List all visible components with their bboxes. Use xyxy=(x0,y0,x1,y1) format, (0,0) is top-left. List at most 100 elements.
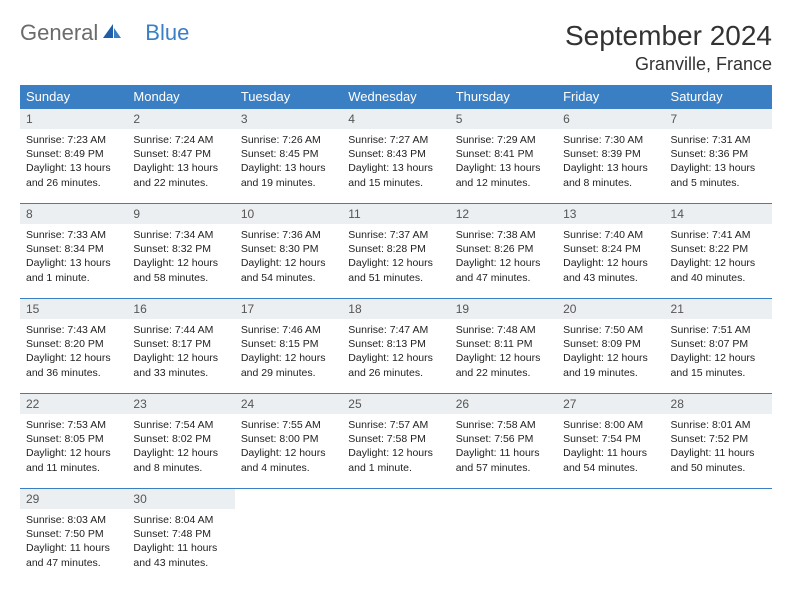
sunset-text: Sunset: 8:13 PM xyxy=(348,337,443,351)
weekday-header: Friday xyxy=(557,85,664,109)
sunset-text: Sunset: 8:00 PM xyxy=(241,432,336,446)
content-row: Sunrise: 7:53 AMSunset: 8:05 PM Daylight:… xyxy=(20,414,772,489)
day-content-cell: Sunrise: 7:27 AMSunset: 8:43 PMDaylight:… xyxy=(342,129,449,204)
day-content-cell: Sunrise: 7:26 AMSunset: 8:45 PMDaylight:… xyxy=(235,129,342,204)
sunset-text: Sunset: 8:07 PM xyxy=(671,337,766,351)
content-row: Sunrise: 7:33 AMSunset: 8:34 PMDaylight:… xyxy=(20,224,772,299)
day-number-cell: 28 xyxy=(665,394,772,415)
day-content-cell: Sunrise: 7:33 AMSunset: 8:34 PMDaylight:… xyxy=(20,224,127,299)
sunrise-text: Sunrise: 7:41 AM xyxy=(671,228,766,242)
sunset-text: Sunset: 8:43 PM xyxy=(348,147,443,161)
daylight-text: Daylight: 13 hours and 15 minutes. xyxy=(348,161,443,189)
day-number-cell xyxy=(557,489,664,510)
sunrise-text: Sunrise: 7:30 AM xyxy=(563,133,658,147)
sunset-text: Sunset: 8:36 PM xyxy=(671,147,766,161)
daynum-row: 15161718192021 xyxy=(20,299,772,320)
daylight-text: Daylight: 12 hours and 54 minutes. xyxy=(241,256,336,284)
day-number-cell: 1 xyxy=(20,109,127,130)
daynum-row: 2930 xyxy=(20,489,772,510)
sunset-text: Sunset: 8:34 PM xyxy=(26,242,121,256)
daylight-text: Daylight: 12 hours and 58 minutes. xyxy=(133,256,228,284)
day-content-cell: Sunrise: 7:41 AMSunset: 8:22 PMDaylight:… xyxy=(665,224,772,299)
weekday-header: Monday xyxy=(127,85,234,109)
daynum-row: 891011121314 xyxy=(20,204,772,225)
day-number-cell: 26 xyxy=(450,394,557,415)
daylight-text: Daylight: 12 hours and 4 minutes. xyxy=(241,446,336,474)
weekday-header: Sunday xyxy=(20,85,127,109)
day-content-cell: Sunrise: 7:58 AMSunset: 7:56 PMDaylight:… xyxy=(450,414,557,489)
content-row: Sunrise: 7:43 AMSunset: 8:20 PMDaylight:… xyxy=(20,319,772,394)
day-number-cell: 24 xyxy=(235,394,342,415)
day-number-cell xyxy=(665,489,772,510)
day-content-cell: Sunrise: 7:57 AMSunset: 7:58 PMDaylight:… xyxy=(342,414,449,489)
sunset-text: Sunset: 7:58 PM xyxy=(348,432,443,446)
day-content-cell: Sunrise: 8:03 AMSunset: 7:50 PMDaylight:… xyxy=(20,509,127,583)
day-content-cell: Sunrise: 7:46 AMSunset: 8:15 PMDaylight:… xyxy=(235,319,342,394)
daylight-text: Daylight: 12 hours and 29 minutes. xyxy=(241,351,336,379)
weekday-header: Saturday xyxy=(665,85,772,109)
day-content-cell: Sunrise: 7:47 AMSunset: 8:13 PMDaylight:… xyxy=(342,319,449,394)
sunrise-text: Sunrise: 7:33 AM xyxy=(26,228,121,242)
sunset-text: Sunset: 8:39 PM xyxy=(563,147,658,161)
day-number-cell: 5 xyxy=(450,109,557,130)
sunrise-text: Sunrise: 7:44 AM xyxy=(133,323,228,337)
weekday-header: Wednesday xyxy=(342,85,449,109)
sunset-text: Sunset: 8:20 PM xyxy=(26,337,121,351)
day-content-cell: Sunrise: 7:38 AMSunset: 8:26 PMDaylight:… xyxy=(450,224,557,299)
daylight-text: Daylight: 13 hours and 5 minutes. xyxy=(671,161,766,189)
sunset-text: Sunset: 8:17 PM xyxy=(133,337,228,351)
sunset-text: Sunset: 8:41 PM xyxy=(456,147,551,161)
day-number-cell xyxy=(450,489,557,510)
header: General Blue September 2024 Granville, F… xyxy=(20,20,772,75)
day-number-cell: 13 xyxy=(557,204,664,225)
day-number-cell: 17 xyxy=(235,299,342,320)
day-number-cell: 2 xyxy=(127,109,234,130)
day-content-cell xyxy=(235,509,342,583)
day-content-cell: Sunrise: 7:44 AMSunset: 8:17 PMDaylight:… xyxy=(127,319,234,394)
day-content-cell: Sunrise: 7:29 AMSunset: 8:41 PMDaylight:… xyxy=(450,129,557,204)
day-content-cell: Sunrise: 7:31 AMSunset: 8:36 PMDaylight:… xyxy=(665,129,772,204)
day-content-cell: Sunrise: 7:43 AMSunset: 8:20 PMDaylight:… xyxy=(20,319,127,394)
day-number-cell: 11 xyxy=(342,204,449,225)
daylight-text: Daylight: 12 hours and 36 minutes. xyxy=(26,351,121,379)
sunrise-text: Sunrise: 7:53 AM xyxy=(26,418,121,432)
sunrise-text: Sunrise: 8:01 AM xyxy=(671,418,766,432)
sunrise-text: Sunrise: 7:46 AM xyxy=(241,323,336,337)
daynum-row: 1234567 xyxy=(20,109,772,130)
month-year-title: September 2024 xyxy=(565,20,772,52)
day-content-cell: Sunrise: 7:30 AMSunset: 8:39 PMDaylight:… xyxy=(557,129,664,204)
day-number-cell: 23 xyxy=(127,394,234,415)
day-number-cell: 22 xyxy=(20,394,127,415)
title-block: September 2024 Granville, France xyxy=(565,20,772,75)
daylight-text: Daylight: 12 hours and 1 minute. xyxy=(348,446,443,474)
day-content-cell: Sunrise: 8:01 AMSunset: 7:52 PMDaylight:… xyxy=(665,414,772,489)
day-content-cell: Sunrise: 7:34 AMSunset: 8:32 PMDaylight:… xyxy=(127,224,234,299)
sunset-text: Sunset: 8:05 PM xyxy=(26,432,121,446)
day-number-cell: 7 xyxy=(665,109,772,130)
day-number-cell: 25 xyxy=(342,394,449,415)
day-content-cell: Sunrise: 7:40 AMSunset: 8:24 PMDaylight:… xyxy=(557,224,664,299)
daylight-text: Daylight: 12 hours and 19 minutes. xyxy=(563,351,658,379)
brand-part2: Blue xyxy=(145,20,189,46)
sunrise-text: Sunrise: 7:37 AM xyxy=(348,228,443,242)
day-number-cell: 12 xyxy=(450,204,557,225)
sunrise-text: Sunrise: 7:55 AM xyxy=(241,418,336,432)
daylight-text: Daylight: 11 hours and 57 minutes. xyxy=(456,446,551,474)
day-content-cell: Sunrise: 7:36 AMSunset: 8:30 PMDaylight:… xyxy=(235,224,342,299)
day-content-cell: Sunrise: 8:00 AMSunset: 7:54 PMDaylight:… xyxy=(557,414,664,489)
weekday-header: Thursday xyxy=(450,85,557,109)
day-content-cell: Sunrise: 7:50 AMSunset: 8:09 PMDaylight:… xyxy=(557,319,664,394)
day-number-cell: 9 xyxy=(127,204,234,225)
daylight-text: Daylight: 11 hours and 43 minutes. xyxy=(133,541,228,569)
sunrise-text: Sunrise: 7:23 AM xyxy=(26,133,121,147)
sunrise-text: Sunrise: 7:31 AM xyxy=(671,133,766,147)
sunrise-text: Sunrise: 8:00 AM xyxy=(563,418,658,432)
daylight-text: Daylight: 13 hours and 1 minute. xyxy=(26,256,121,284)
calendar-table: Sunday Monday Tuesday Wednesday Thursday… xyxy=(20,85,772,583)
sunset-text: Sunset: 7:56 PM xyxy=(456,432,551,446)
day-content-cell: Sunrise: 7:48 AMSunset: 8:11 PMDaylight:… xyxy=(450,319,557,394)
day-number-cell: 10 xyxy=(235,204,342,225)
daylight-text: Daylight: 12 hours and 51 minutes. xyxy=(348,256,443,284)
content-row: Sunrise: 8:03 AMSunset: 7:50 PMDaylight:… xyxy=(20,509,772,583)
day-number-cell: 6 xyxy=(557,109,664,130)
